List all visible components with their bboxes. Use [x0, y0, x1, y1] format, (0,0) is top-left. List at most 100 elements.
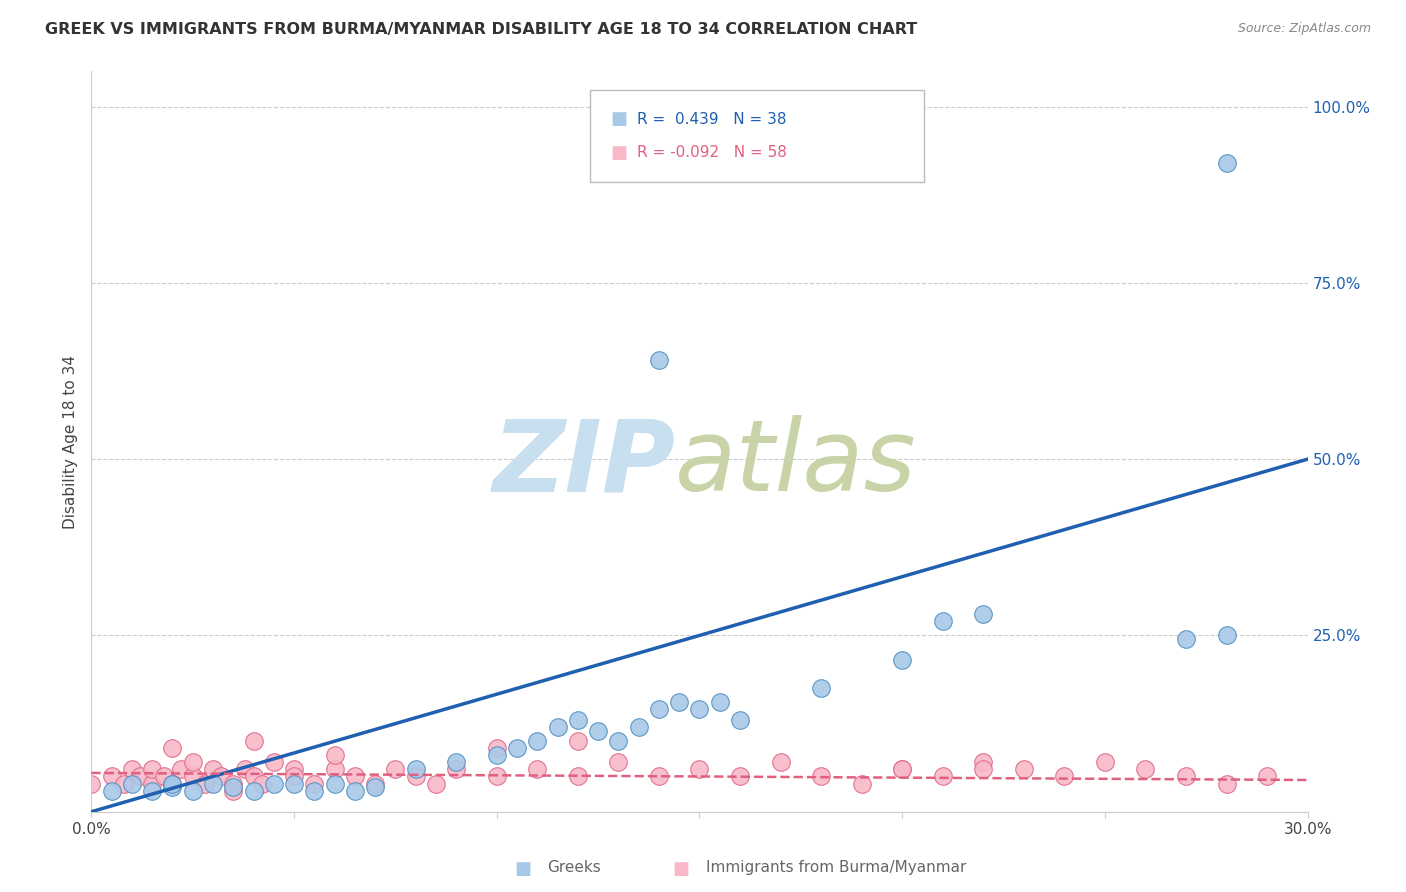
Point	[121, 776, 143, 790]
Point	[1215, 628, 1237, 642]
Text: Source: ZipAtlas.com: Source: ZipAtlas.com	[1237, 22, 1371, 36]
Point	[80, 776, 103, 790]
Point	[607, 756, 630, 770]
Point	[627, 720, 650, 734]
Point	[162, 776, 184, 790]
Point	[242, 783, 264, 797]
Text: ZIP: ZIP	[492, 416, 675, 512]
Point	[162, 780, 184, 794]
Point	[194, 776, 217, 790]
Point	[242, 769, 264, 783]
Point	[235, 763, 257, 777]
Text: R = -0.092   N = 58: R = -0.092 N = 58	[637, 145, 787, 161]
Point	[181, 769, 204, 783]
Point	[112, 776, 135, 790]
Point	[972, 763, 994, 777]
Text: Immigrants from Burma/Myanmar: Immigrants from Burma/Myanmar	[706, 860, 966, 875]
Point	[1215, 776, 1237, 790]
Point	[263, 776, 285, 790]
Point	[364, 780, 387, 794]
Point	[648, 769, 671, 783]
Point	[141, 763, 163, 777]
Point	[526, 734, 548, 748]
Point	[153, 769, 176, 783]
Point	[485, 769, 508, 783]
Point	[688, 702, 710, 716]
Point	[141, 783, 163, 797]
Point	[769, 756, 792, 770]
Point	[1256, 769, 1278, 783]
Point	[343, 783, 366, 797]
Point	[405, 769, 427, 783]
Point	[169, 763, 191, 777]
Point	[526, 763, 548, 777]
Point	[304, 783, 326, 797]
Point	[1012, 763, 1035, 777]
Point	[648, 702, 671, 716]
Point	[1094, 756, 1116, 770]
Point	[283, 776, 305, 790]
Text: ■: ■	[610, 144, 627, 161]
Point	[607, 734, 630, 748]
Point	[181, 783, 204, 797]
Point	[1215, 156, 1237, 170]
Point	[444, 756, 467, 770]
Point	[323, 776, 346, 790]
Point	[586, 723, 609, 738]
Point	[202, 776, 225, 790]
Text: ■: ■	[672, 860, 690, 878]
Point	[405, 763, 427, 777]
Text: ■: ■	[610, 111, 627, 128]
Point	[343, 769, 366, 783]
Point	[141, 776, 163, 790]
Text: Greeks: Greeks	[547, 860, 602, 875]
Text: R =  0.439   N = 38: R = 0.439 N = 38	[637, 112, 787, 127]
Point	[323, 763, 346, 777]
Point	[384, 763, 406, 777]
Point	[891, 653, 914, 667]
Text: atlas: atlas	[675, 416, 917, 512]
Point	[283, 763, 305, 777]
Point	[485, 748, 508, 763]
Point	[1053, 769, 1076, 783]
Point	[250, 776, 273, 790]
Point	[364, 776, 387, 790]
Point	[1175, 769, 1198, 783]
Point	[1135, 763, 1157, 777]
Point	[209, 769, 232, 783]
Point	[121, 763, 143, 777]
Point	[547, 720, 569, 734]
Point	[323, 748, 346, 763]
Point	[891, 763, 914, 777]
Point	[222, 783, 245, 797]
Point	[709, 695, 731, 709]
Point	[688, 763, 710, 777]
Point	[222, 776, 245, 790]
Point	[931, 615, 953, 629]
Point	[567, 734, 589, 748]
Point	[162, 776, 184, 790]
Point	[283, 769, 305, 783]
Point	[485, 741, 508, 756]
Point	[129, 769, 152, 783]
Point	[810, 681, 832, 696]
Point	[728, 769, 751, 783]
Point	[972, 756, 994, 770]
Point	[162, 741, 184, 756]
Point	[242, 734, 264, 748]
Text: ■: ■	[515, 860, 531, 878]
Point	[810, 769, 832, 783]
Point	[444, 763, 467, 777]
Point	[728, 713, 751, 727]
Y-axis label: Disability Age 18 to 34: Disability Age 18 to 34	[63, 354, 79, 529]
Point	[100, 769, 122, 783]
Point	[648, 353, 671, 368]
Point	[567, 769, 589, 783]
Point	[1175, 632, 1198, 646]
Point	[972, 607, 994, 622]
Point	[891, 763, 914, 777]
Point	[263, 756, 285, 770]
Point	[222, 780, 245, 794]
Text: GREEK VS IMMIGRANTS FROM BURMA/MYANMAR DISABILITY AGE 18 TO 34 CORRELATION CHART: GREEK VS IMMIGRANTS FROM BURMA/MYANMAR D…	[45, 22, 917, 37]
Point	[181, 756, 204, 770]
